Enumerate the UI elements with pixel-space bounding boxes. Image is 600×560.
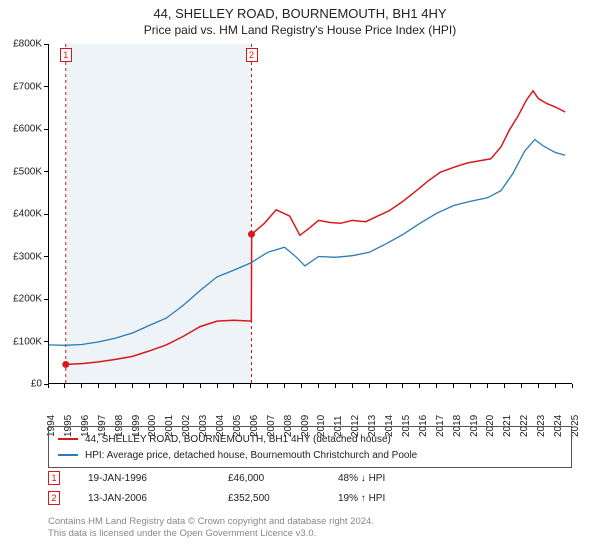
event-delta: 48% ↓ HPI [338, 473, 458, 484]
event-price: £46,000 [228, 473, 338, 484]
chart: £0£100K£200K£300K£400K£500K£600K£700K£80… [48, 44, 572, 384]
event-number: 2 [48, 491, 60, 505]
page: 44, SHELLEY ROAD, BOURNEMOUTH, BH1 4HY P… [0, 0, 600, 560]
event-marker-box: 2 [246, 48, 258, 62]
event-row: 2 13-JAN-2006£352,50019% ↑ HPI [48, 488, 572, 508]
legend-swatch [57, 448, 79, 462]
y-axis-label: £100K [13, 336, 42, 347]
y-axis-label: £300K [13, 251, 42, 262]
y-axis-label: £500K [13, 166, 42, 177]
legend-swatch [57, 432, 79, 446]
event-date: 13-JAN-2006 [88, 493, 228, 504]
event-marker-box: 1 [60, 48, 72, 62]
plot-area [48, 44, 572, 384]
footer-line-1: Contains HM Land Registry data © Crown c… [48, 516, 572, 528]
y-axis-label: £600K [13, 124, 42, 135]
event-delta: 19% ↑ HPI [338, 493, 458, 504]
legend-row: HPI: Average price, detached house, Bour… [57, 447, 563, 463]
legend: 44, SHELLEY ROAD, BOURNEMOUTH, BH1 4HY (… [48, 426, 572, 468]
footer: Contains HM Land Registry data © Crown c… [48, 516, 572, 540]
title-sub: Price paid vs. HM Land Registry's House … [0, 23, 600, 37]
y-axis-label: £700K [13, 81, 42, 92]
y-axis-label: £0 [31, 379, 42, 390]
title-main: 44, SHELLEY ROAD, BOURNEMOUTH, BH1 4HY [0, 6, 600, 21]
event-date: 19-JAN-1996 [88, 473, 228, 484]
y-axis-label: £800K [13, 39, 42, 50]
event-price: £352,500 [228, 493, 338, 504]
y-axis-label: £400K [13, 209, 42, 220]
legend-label: HPI: Average price, detached house, Bour… [85, 450, 417, 461]
events-table: 1 19-JAN-1996£46,00048% ↓ HPI 2 13-JAN-2006… [48, 468, 572, 508]
titles: 44, SHELLEY ROAD, BOURNEMOUTH, BH1 4HY P… [0, 0, 600, 37]
y-axis-label: £200K [13, 294, 42, 305]
event-number: 1 [48, 471, 60, 485]
legend-label: 44, SHELLEY ROAD, BOURNEMOUTH, BH1 4HY (… [85, 434, 391, 445]
event-row: 1 19-JAN-1996£46,00048% ↓ HPI [48, 468, 572, 488]
footer-line-2: This data is licensed under the Open Gov… [48, 528, 572, 540]
legend-row: 44, SHELLEY ROAD, BOURNEMOUTH, BH1 4HY (… [57, 431, 563, 447]
